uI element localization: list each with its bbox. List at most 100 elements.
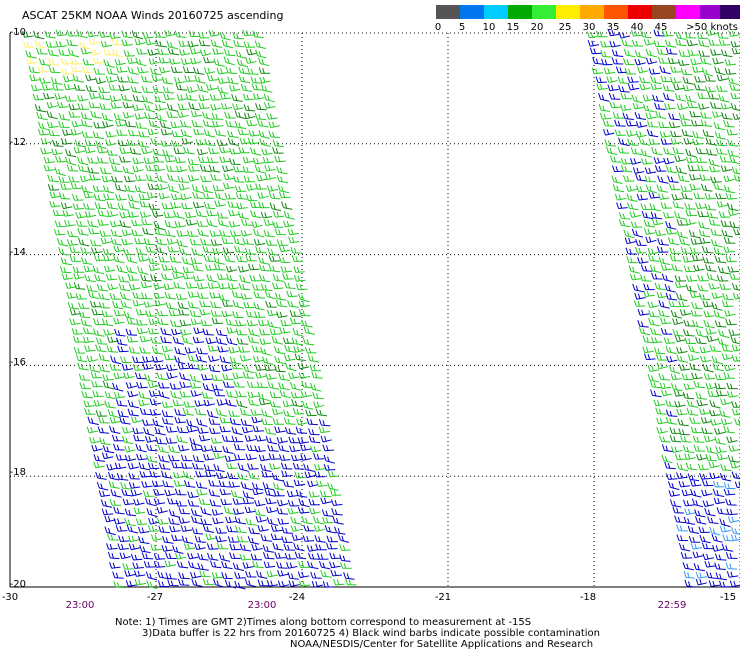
- wind-barb: [710, 49, 722, 56]
- wind-barb: [247, 67, 259, 75]
- wind-barb: [181, 257, 194, 266]
- wind-barb: [685, 209, 697, 217]
- wind-barb: [198, 497, 211, 505]
- wind-barb: [165, 437, 178, 444]
- wind-barb: [651, 272, 663, 280]
- wind-barb: [670, 77, 682, 84]
- wind-barb: [225, 516, 237, 524]
- wind-barb: [276, 499, 289, 507]
- wind-barb: [648, 317, 660, 327]
- wind-barb: [200, 175, 212, 182]
- wind-barb: [110, 229, 123, 238]
- wind-barb: [705, 328, 717, 335]
- wind-barb: [284, 552, 297, 560]
- wind-barb: [729, 272, 740, 280]
- wind-barb: [47, 184, 60, 191]
- wind-barb: [300, 390, 313, 398]
- wind-barb: [224, 455, 237, 462]
- legend-swatch: [604, 5, 628, 19]
- wind-barb: [283, 417, 296, 425]
- wind-barb: [719, 283, 731, 290]
- wind-barb: [694, 75, 706, 83]
- wind-barb: [193, 66, 205, 75]
- wind-barb: [310, 382, 322, 392]
- wind-barb: [322, 580, 335, 588]
- wind-barb: [170, 121, 182, 129]
- wind-barb: [229, 356, 242, 365]
- wind-barb: [612, 111, 625, 119]
- wind-barb: [690, 426, 703, 434]
- wind-barb: [237, 128, 250, 135]
- wind-barb: [176, 165, 188, 173]
- wind-barb: [121, 39, 133, 47]
- wind-barb: [164, 291, 176, 300]
- wind-barb: [656, 184, 668, 193]
- wind-barb: [287, 299, 299, 308]
- wind-barb: [184, 346, 197, 354]
- wind-barb: [79, 382, 91, 390]
- wind-barb: [337, 533, 350, 543]
- wind-barb: [161, 264, 173, 271]
- wind-barb: [287, 228, 299, 236]
- wind-barb: [242, 371, 255, 379]
- wind-barb: [723, 236, 736, 244]
- wind-barb: [669, 254, 682, 262]
- wind-barb: [632, 167, 645, 174]
- wind-barb: [255, 246, 267, 254]
- wind-barb: [314, 470, 326, 478]
- wind-barb: [295, 489, 308, 498]
- wind-barb: [170, 319, 182, 328]
- wind-barb: [230, 489, 243, 499]
- wind-barb: [95, 471, 107, 480]
- wind-barb: [729, 83, 740, 91]
- wind-barb: [207, 74, 219, 81]
- wind-barb: [709, 344, 722, 352]
- wind-barb: [203, 399, 216, 407]
- wind-barb: [161, 202, 174, 210]
- note-line-1: Note: 1) Times are GMT 2)Times along bot…: [115, 617, 532, 628]
- wind-barb: [676, 292, 688, 302]
- wind-barb: [284, 426, 297, 435]
- wind-barb: [653, 29, 666, 37]
- wind-barb: [68, 103, 81, 111]
- wind-barb: [53, 228, 66, 236]
- wind-barb: [725, 498, 737, 506]
- wind-barb: [258, 130, 270, 139]
- wind-barb: [117, 543, 129, 550]
- wind-barb: [243, 364, 255, 374]
- wind-barb: [78, 310, 91, 319]
- wind-barb: [184, 211, 197, 219]
- wind-barb: [199, 164, 212, 173]
- wind-barb: [98, 31, 111, 38]
- wind-barb: [287, 507, 299, 515]
- wind-barb: [100, 40, 113, 48]
- wind-barb: [659, 131, 672, 138]
- wind-barb: [249, 147, 262, 156]
- wind-barb: [114, 58, 126, 66]
- wind-barb: [297, 571, 310, 578]
- wind-barb: [314, 463, 326, 471]
- wind-barb: [682, 562, 694, 571]
- wind-barb: [288, 436, 300, 444]
- wind-barb: [210, 104, 222, 111]
- wind-barb: [81, 390, 93, 399]
- wind-barb: [58, 246, 70, 256]
- wind-barb: [149, 398, 162, 406]
- wind-barb: [77, 156, 89, 166]
- wind-barb: [182, 266, 195, 273]
- wind-barb: [643, 38, 656, 46]
- wind-barb: [150, 534, 163, 541]
- wind-barb: [614, 129, 627, 136]
- wind-barb: [627, 83, 640, 91]
- wind-barb: [202, 111, 214, 120]
- wind-barb: [108, 83, 121, 91]
- wind-barb: [173, 281, 185, 289]
- wind-barb: [186, 86, 199, 93]
- wind-barb: [290, 381, 302, 391]
- wind-barb: [724, 59, 737, 66]
- lon-tick-label: -15: [719, 592, 737, 603]
- wind-barb: [719, 525, 732, 533]
- wind-barb: [113, 309, 126, 317]
- wind-barb: [199, 308, 211, 316]
- wind-barb: [268, 264, 281, 273]
